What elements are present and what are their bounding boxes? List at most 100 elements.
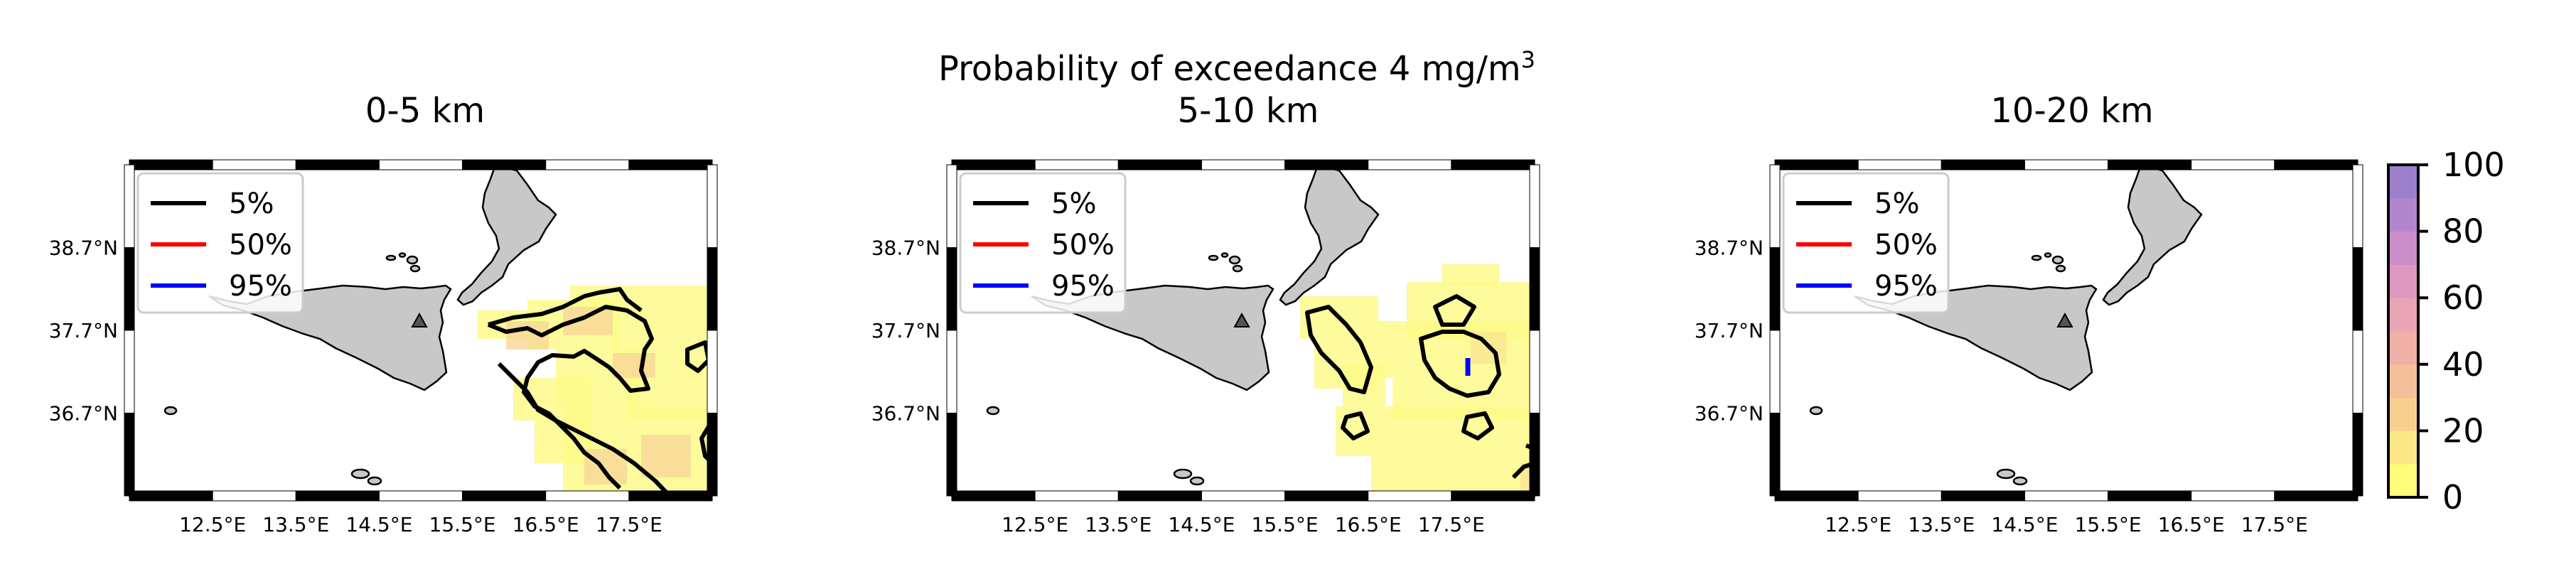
- colorbar: 0 20 40 60 80 100: [2387, 146, 2505, 516]
- lon-tick-label: 16.5°E: [512, 513, 579, 536]
- frame-segment-right: [1529, 247, 1540, 331]
- frame-segment-bottom: [1774, 490, 1859, 502]
- frame-segment-bottom: [1034, 490, 1119, 502]
- legend-label: 95%: [1051, 270, 1115, 303]
- lon-tick-label: 14.5°E: [1991, 513, 2058, 536]
- lat-tick-label: 36.7°N: [871, 402, 940, 426]
- frame-segment-top: [295, 159, 380, 170]
- frame-segment-bottom: [129, 490, 213, 502]
- frame-segment-top: [2108, 159, 2192, 170]
- frame-segment-top: [545, 159, 630, 170]
- colorbar-tick-label: 40: [2442, 345, 2484, 384]
- lat-tick-label: 37.7°N: [49, 319, 118, 342]
- frame-segment-bottom: [295, 490, 380, 502]
- map-frame-3: 12.5°E 13.5°E 14.5°E 15.5°E 16.5°E 17.5°E 38.7…: [1695, 159, 2363, 536]
- frame-segment-left: [946, 164, 957, 248]
- frame-segment-bottom: [2108, 490, 2192, 502]
- lon-tick-label: 16.5°E: [2158, 513, 2225, 536]
- frame-segment-right: [2352, 164, 2363, 248]
- frame-segment-bottom: [1368, 490, 1452, 502]
- figure-title: Probability of exceedance 4 mg/m3: [938, 46, 1535, 89]
- frame-segment-right: [707, 164, 718, 248]
- frame-segment-bottom: [2191, 490, 2275, 502]
- lon-tick-label: 12.5°E: [1002, 513, 1068, 536]
- frame-segment-left: [124, 247, 135, 331]
- frame-segment-bottom: [1284, 490, 1369, 502]
- frame-segment-left: [124, 413, 135, 497]
- frame-segment-top: [2274, 159, 2358, 170]
- frame-segment-bottom: [2274, 490, 2358, 502]
- frame-segment-right: [707, 247, 718, 331]
- legend-label: 95%: [1874, 270, 1938, 303]
- legend-label: 50%: [1874, 229, 1938, 261]
- frame-segment-left: [124, 164, 135, 248]
- frame-segment-top: [212, 159, 296, 170]
- legend-box: [136, 172, 304, 314]
- lon-tick-label: 15.5°E: [1252, 513, 1319, 536]
- panel-title-5-10km: 5-10 km: [1178, 91, 1319, 131]
- frame-segment-bottom: [628, 490, 713, 502]
- frame-segment-top: [1857, 159, 1942, 170]
- legend-label: 95%: [229, 270, 292, 303]
- lon-tick-label: 14.5°E: [1168, 513, 1235, 536]
- colorbar-segment: [2388, 397, 2418, 431]
- frame-segment-right: [2352, 330, 2363, 413]
- panel-title-0-5km: 0-5 km: [365, 91, 485, 131]
- etna-volcano-marker: [2056, 312, 2073, 327]
- lat-tick-label: 38.7°N: [49, 237, 118, 260]
- lon-tick-label: 15.5°E: [429, 513, 496, 536]
- frame-segment-top: [1034, 159, 1119, 170]
- colorbar-segment: [2388, 197, 2418, 232]
- legend: 5% 50% 95%: [136, 172, 304, 314]
- lon-tick-label: 12.5°E: [1825, 513, 1891, 536]
- lon-tick-label: 13.5°E: [1908, 513, 1975, 536]
- frame-segment-bottom: [462, 490, 547, 502]
- lon-tick-label: 17.5°E: [1418, 513, 1485, 536]
- lat-tick-label: 38.7°N: [1695, 237, 1764, 260]
- frame-segment-right: [1529, 413, 1540, 497]
- lon-tick-label: 13.5°E: [262, 513, 329, 536]
- frame-segment-top: [378, 159, 463, 170]
- map-frame-1: 12.5°E 13.5°E 14.5°E 15.5°E 16.5°E 17.5°E 38.7…: [49, 159, 718, 536]
- frame-segment-top: [1117, 159, 1202, 170]
- frame-segment-bottom: [1451, 490, 1535, 502]
- colorbar-tick-label: 100: [2442, 146, 2505, 184]
- lon-tick-label: 12.5°E: [179, 513, 246, 536]
- colorbar-segment: [2388, 231, 2418, 265]
- frame-segment-bottom: [378, 490, 463, 502]
- frame-segment-left: [1769, 164, 1781, 248]
- legend-box: [1782, 172, 1950, 314]
- frame-segment-top: [1774, 159, 1859, 170]
- frame-segment-top: [2191, 159, 2275, 170]
- legend: 5% 50% 95%: [959, 172, 1127, 314]
- frame-segment-left: [1769, 247, 1781, 331]
- frame-segment-top: [628, 159, 713, 170]
- frame-segment-top: [1201, 159, 1286, 170]
- lon-tick-label: 15.5°E: [2075, 513, 2142, 536]
- frame-segment-top: [1284, 159, 1369, 170]
- colorbar-segment: [2388, 430, 2418, 465]
- frame-segment-left: [1769, 413, 1781, 497]
- frame-segment-bottom: [951, 490, 1036, 502]
- lon-tick-label: 16.5°E: [1335, 513, 1402, 536]
- frame-segment-right: [707, 330, 718, 413]
- frame-segment-right: [1529, 164, 1540, 248]
- colorbar-segment: [2388, 264, 2418, 298]
- contour-5pct: [487, 287, 714, 498]
- frame-segment-top: [462, 159, 547, 170]
- lat-tick-label: 36.7°N: [1695, 402, 1764, 426]
- frame-segment-right: [1529, 330, 1540, 413]
- frame-segment-top: [2024, 159, 2109, 170]
- legend-box: [959, 172, 1127, 314]
- legend-label: 5%: [1874, 188, 1919, 220]
- frame-segment-bottom: [1117, 490, 1202, 502]
- map-frame-2: 12.5°E 13.5°E 14.5°E 15.5°E 16.5°E 17.5°E 38.7…: [871, 159, 1540, 536]
- lon-tick-label: 13.5°E: [1085, 513, 1152, 536]
- colorbar-tick-label: 0: [2442, 478, 2463, 516]
- frame-segment-top: [1451, 159, 1535, 170]
- colorbar-segment: [2388, 331, 2418, 365]
- lon-tick-label: 17.5°E: [2241, 513, 2308, 536]
- colorbar-segment: [2388, 165, 2418, 199]
- lat-tick-label: 37.7°N: [871, 319, 940, 342]
